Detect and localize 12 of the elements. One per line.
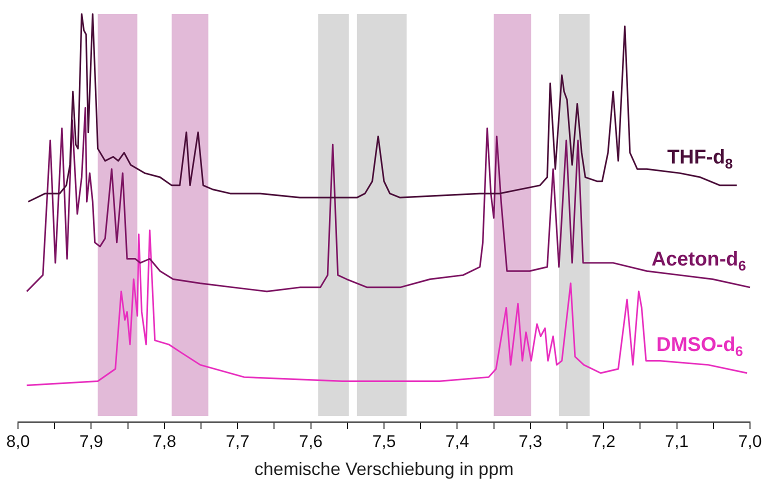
x-tick-label: 7,6 — [298, 432, 323, 451]
x-tick-label: 7,4 — [445, 432, 470, 451]
x-tick-label: 7,3 — [518, 432, 542, 451]
x-tick-label: 7,2 — [592, 432, 616, 451]
x-tick-label: 7,8 — [152, 432, 176, 451]
x-tick-label: 7,0 — [738, 432, 762, 451]
x-tick-label: 7,5 — [372, 432, 396, 451]
x-tick-label: 7,7 — [226, 432, 250, 451]
x-tick-label: 7,9 — [79, 432, 104, 451]
x-tick-label: 8,0 — [6, 432, 30, 451]
x-axis-title: chemische Verschiebung in ppm — [254, 459, 514, 480]
x-tick-label: 7,1 — [664, 432, 689, 451]
